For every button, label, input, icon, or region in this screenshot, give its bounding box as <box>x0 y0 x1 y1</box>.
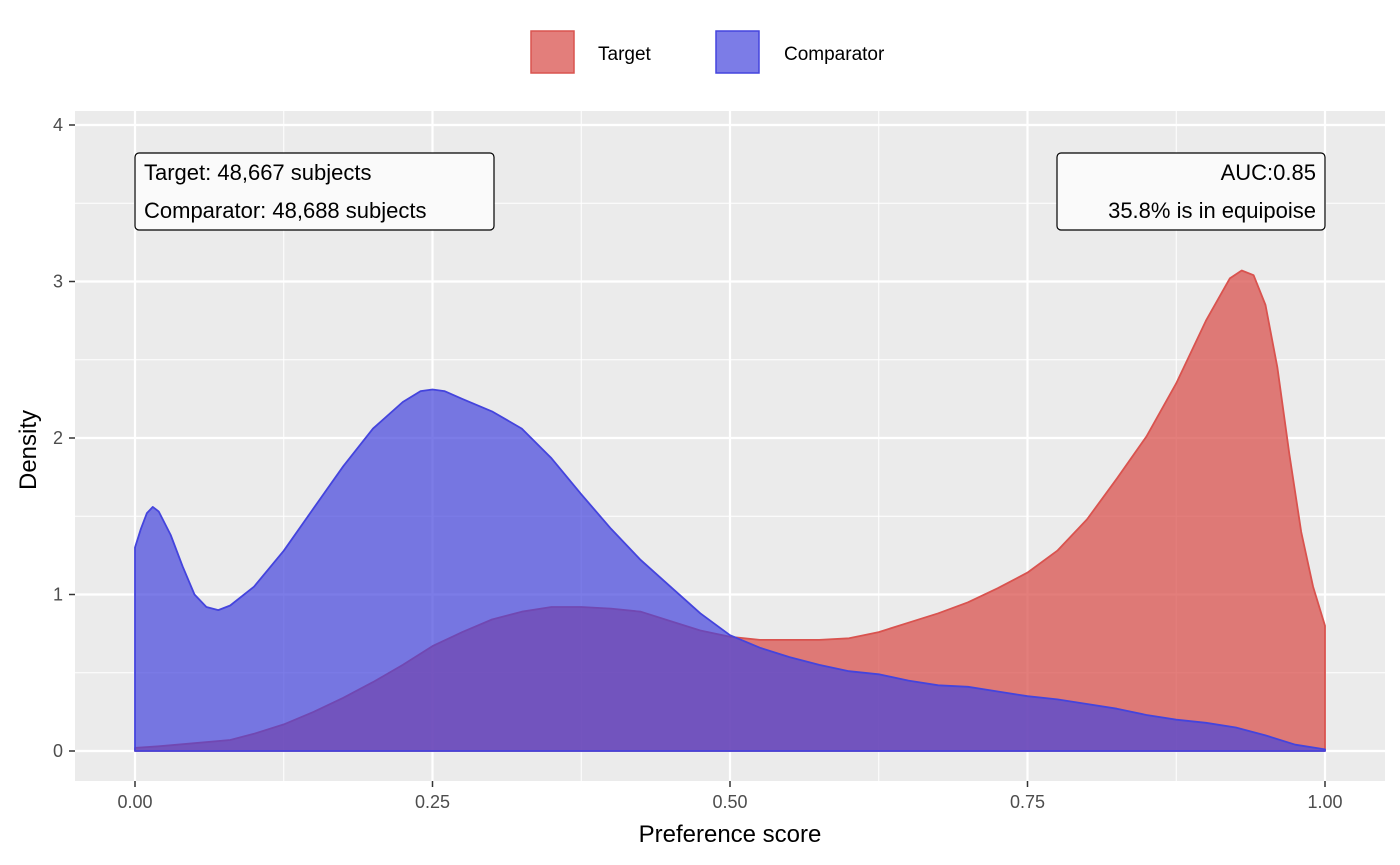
y-tick-label: 3 <box>53 272 63 292</box>
x-tick-label: 0.50 <box>712 792 747 812</box>
annotation-target-count: Target: 48,667 subjects <box>144 160 371 185</box>
y-tick-label: 4 <box>53 115 63 135</box>
auc-annotation: AUC:0.85 35.8% is in equipoise <box>1056 152 1326 231</box>
auc-box <box>1056 152 1326 231</box>
annotation-comparator-count: Comparator: 48,688 subjects <box>144 198 427 223</box>
x-tick-label: 0.25 <box>415 792 450 812</box>
legend: Target Comparator <box>530 30 885 74</box>
legend-label-comparator: Comparator <box>784 44 885 65</box>
axes: 0.00 0.25 0.50 0.75 1.00 0 1 2 3 4 <box>53 115 1343 812</box>
subject-count-box <box>134 152 495 231</box>
comparator-density-area <box>134 388 1326 752</box>
annotation-equipoise: 35.8% is in equipoise <box>1108 198 1316 223</box>
annotation-auc: AUC:0.85 <box>1221 160 1316 185</box>
x-tick-label: 0.75 <box>1010 792 1045 812</box>
legend-key-comparator <box>715 30 760 74</box>
x-tick-label: 0.00 <box>117 792 152 812</box>
legend-key-target <box>530 30 575 74</box>
y-axis-title: Density <box>15 410 42 490</box>
x-axis-title: Preference score <box>639 821 822 848</box>
y-tick-label: 1 <box>53 585 63 605</box>
y-tick-label: 0 <box>53 741 63 761</box>
density-areas <box>134 269 1326 752</box>
x-tick-label: 1.00 <box>1307 792 1342 812</box>
subject-count-annotation: Target: 48,667 subjects Comparator: 48,6… <box>134 152 495 231</box>
legend-label-target: Target <box>598 44 652 65</box>
y-tick-label: 2 <box>53 428 63 448</box>
